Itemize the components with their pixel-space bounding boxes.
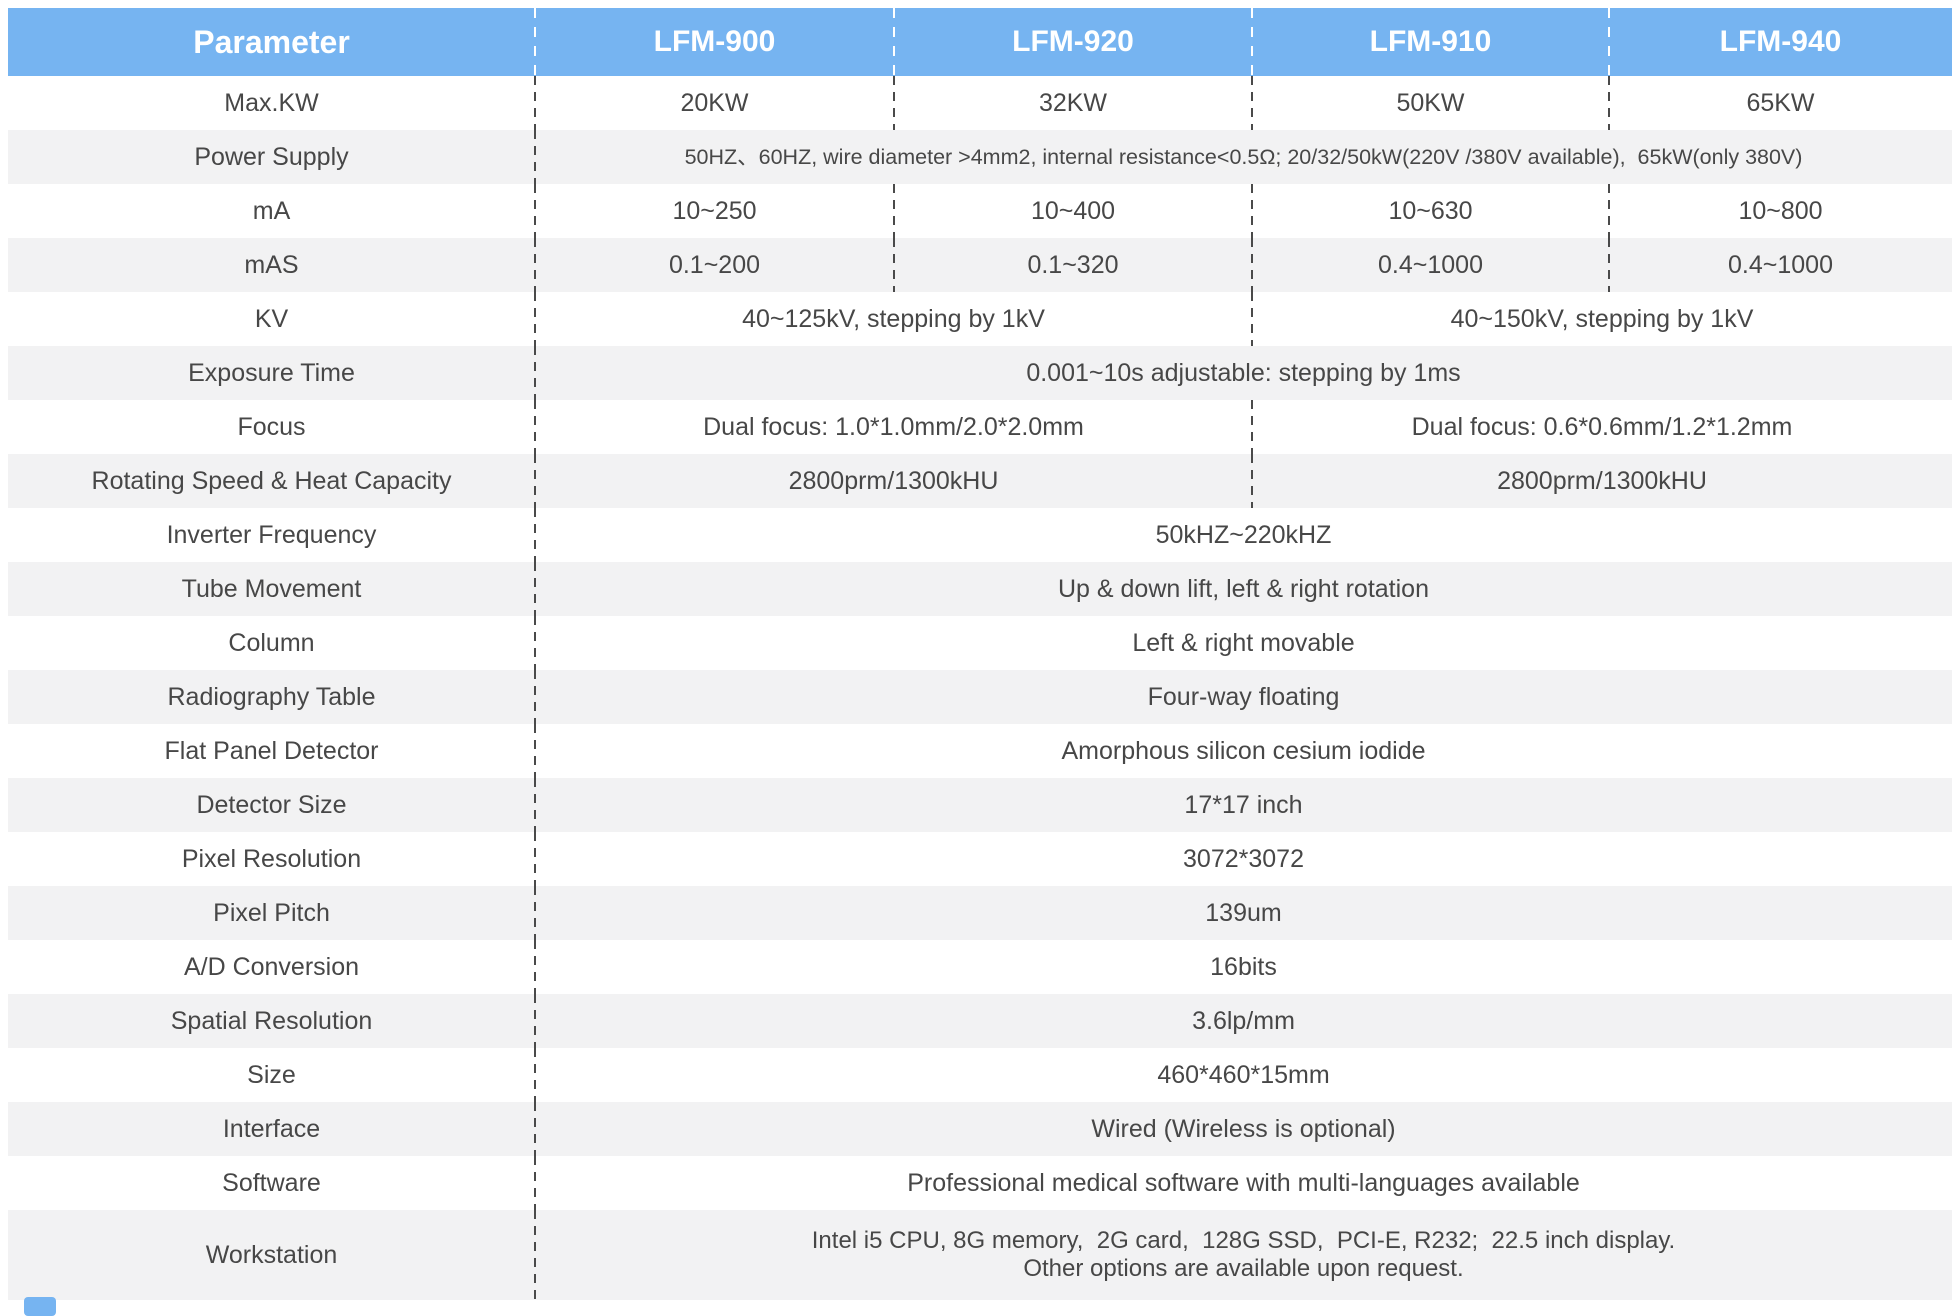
- row-label: Flat Panel Detector: [164, 736, 379, 765]
- table-row: mA 10~250 10~400 10~630 10~800: [8, 184, 1952, 238]
- column-header-lfm-910: LFM-910: [1251, 8, 1609, 76]
- row-label: Pixel Pitch: [213, 898, 330, 927]
- cell-value: 0.1~320: [893, 238, 1252, 292]
- cell-value: Four-way floating: [534, 670, 1952, 724]
- row-label: Focus: [237, 412, 306, 441]
- table-row: mAS 0.1~200 0.1~320 0.4~1000 0.4~1000: [8, 238, 1952, 292]
- row-label: Inverter Frequency: [166, 520, 377, 549]
- cell-value: 40~125kV, stepping by 1kV: [534, 292, 1252, 346]
- table-row: Flat Panel Detector Amorphous silicon ce…: [8, 724, 1952, 778]
- table-row: Exposure Time 0.001~10s adjustable: step…: [8, 346, 1952, 400]
- cell-value: Wired (Wireless is optional): [534, 1102, 1952, 1156]
- table-row: KV 40~125kV, stepping by 1kV 40~150kV, s…: [8, 292, 1952, 346]
- row-label: Workstation: [205, 1240, 338, 1269]
- column-header-lfm-900: LFM-900: [534, 8, 894, 76]
- row-label: mA: [252, 196, 291, 225]
- cell-value: 0.001~10s adjustable: stepping by 1ms: [534, 346, 1952, 400]
- cell-value: 2800prm/1300kHU: [534, 454, 1252, 508]
- cell-value: 65KW: [1608, 76, 1952, 130]
- cell-value: Professional medical software with multi…: [534, 1156, 1952, 1210]
- table-row: Tube Movement Up & down lift, left & rig…: [8, 562, 1952, 616]
- cell-value: 0.4~1000: [1608, 238, 1952, 292]
- cell-value: 3.6lp/mm: [534, 994, 1952, 1048]
- cell-value: 10~800: [1608, 184, 1952, 238]
- table-row: Rotating Speed & Heat Capacity 2800prm/1…: [8, 454, 1952, 508]
- row-label: Exposure Time: [188, 358, 355, 387]
- table-row: Focus Dual focus: 1.0*1.0mm/2.0*2.0mm Du…: [8, 400, 1952, 454]
- cell-value: 40~150kV, stepping by 1kV: [1251, 292, 1952, 346]
- cell-value: 32KW: [893, 76, 1252, 130]
- table-row: Radiography Table Four-way floating: [8, 670, 1952, 724]
- table-row: Column Left & right movable: [8, 616, 1952, 670]
- row-label: KV: [254, 304, 289, 333]
- cell-value: 0.4~1000: [1251, 238, 1609, 292]
- cell-value: 460*460*15mm: [534, 1048, 1952, 1102]
- row-label: Software: [222, 1168, 321, 1197]
- row-label: Column: [228, 628, 315, 657]
- table-row: Spatial Resolution 3.6lp/mm: [8, 994, 1952, 1048]
- row-label: A/D Conversion: [183, 952, 360, 981]
- row-label: Power Supply: [194, 142, 349, 171]
- table-row: Size 460*460*15mm: [8, 1048, 1952, 1102]
- cell-value: 10~250: [534, 184, 894, 238]
- row-label: Interface: [222, 1114, 321, 1143]
- cell-value: 17*17 inch: [534, 778, 1952, 832]
- table-row: Workstation Intel i5 CPU, 8G memory, 2G …: [8, 1210, 1952, 1300]
- cell-value: 2800prm/1300kHU: [1251, 454, 1952, 508]
- row-label: Radiography Table: [167, 682, 376, 711]
- table-row: Detector Size 17*17 inch: [8, 778, 1952, 832]
- cell-value: Amorphous silicon cesium iodide: [534, 724, 1952, 778]
- table-row: Pixel Resolution 3072*3072: [8, 832, 1952, 886]
- cell-value: Intel i5 CPU, 8G memory, 2G card, 128G S…: [534, 1210, 1952, 1300]
- cell-value: 50HZ、60HZ, wire diameter >4mm2, internal…: [534, 130, 1952, 184]
- page-corner-marker: [24, 1297, 56, 1316]
- table-row: Inverter Frequency 50kHZ~220kHZ: [8, 508, 1952, 562]
- table-header-row: Parameter LFM-900 LFM-920 LFM-910 LFM-94…: [8, 8, 1952, 76]
- cell-value: 50kHZ~220kHZ: [534, 508, 1952, 562]
- cell-value: Dual focus: 0.6*0.6mm/1.2*1.2mm: [1251, 400, 1952, 454]
- row-label: mAS: [244, 250, 299, 279]
- cell-value: 0.1~200: [534, 238, 894, 292]
- column-header-lfm-940: LFM-940: [1608, 8, 1952, 76]
- row-label: Max.KW: [224, 88, 319, 117]
- table-row: Power Supply 50HZ、60HZ, wire diameter >4…: [8, 130, 1952, 184]
- row-label: Pixel Resolution: [181, 844, 362, 873]
- table-row: A/D Conversion 16bits: [8, 940, 1952, 994]
- row-label: Tube Movement: [181, 574, 362, 603]
- table-row: Software Professional medical software w…: [8, 1156, 1952, 1210]
- column-header-lfm-920: LFM-920: [893, 8, 1252, 76]
- row-label: Size: [247, 1060, 296, 1089]
- spec-table: Parameter LFM-900 LFM-920 LFM-910 LFM-94…: [8, 8, 1952, 1300]
- workstation-line-1: Intel i5 CPU, 8G memory, 2G card, 128G S…: [811, 1227, 1676, 1254]
- workstation-line-2: Other options are available upon request…: [1023, 1255, 1464, 1282]
- cell-value: 16bits: [534, 940, 1952, 994]
- cell-value: 50KW: [1251, 76, 1609, 130]
- row-label: Detector Size: [196, 790, 347, 819]
- header-parameter: Parameter: [193, 23, 350, 60]
- row-label: Rotating Speed & Heat Capacity: [91, 466, 452, 495]
- cell-value: Up & down lift, left & right rotation: [534, 562, 1952, 616]
- table-row: Interface Wired (Wireless is optional): [8, 1102, 1952, 1156]
- table-row: Pixel Pitch 139um: [8, 886, 1952, 940]
- cell-value: Left & right movable: [534, 616, 1952, 670]
- cell-value: 20KW: [534, 76, 894, 130]
- table-row: Max.KW 20KW 32KW 50KW 65KW: [8, 76, 1952, 130]
- cell-value: 10~630: [1251, 184, 1609, 238]
- cell-value: 139um: [534, 886, 1952, 940]
- cell-value: Dual focus: 1.0*1.0mm/2.0*2.0mm: [534, 400, 1252, 454]
- cell-value: 10~400: [893, 184, 1252, 238]
- cell-value: 3072*3072: [534, 832, 1952, 886]
- row-label: Spatial Resolution: [170, 1006, 373, 1035]
